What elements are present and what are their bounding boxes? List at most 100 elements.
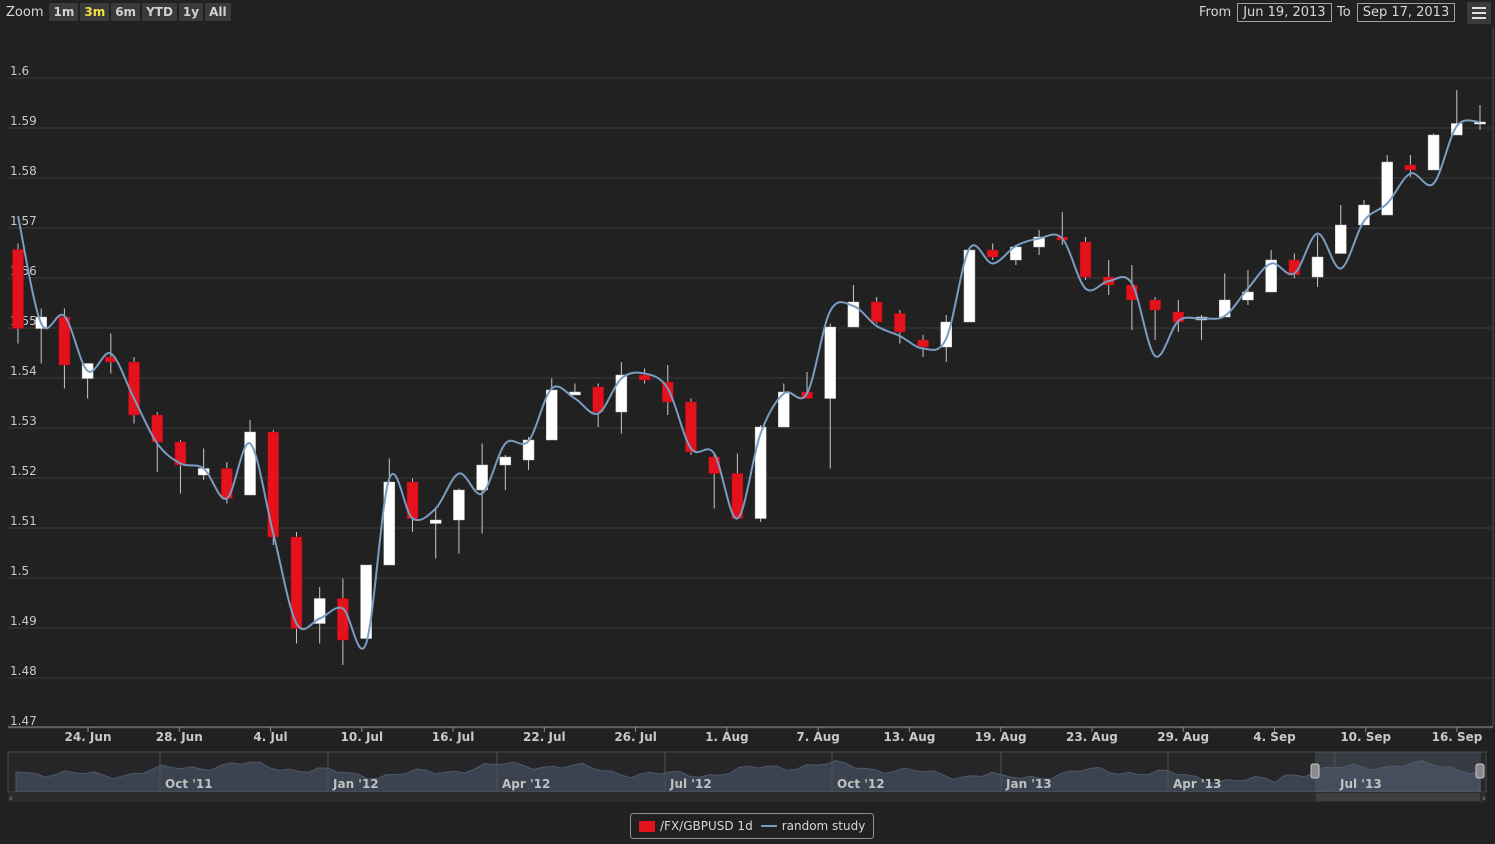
candle-body [244,431,256,496]
navigator-label: Jul '12 [669,777,712,791]
candle-body [313,598,326,624]
candle-body [545,389,558,441]
candle-body [894,313,906,333]
from-label: From [1199,4,1232,20]
scroll-left-icon: ‹ [9,794,13,804]
from-date-input[interactable]: Jun 19, 2013 [1237,2,1332,22]
candle-body [662,381,674,403]
candle-body [1311,256,1324,278]
y-tick-label: 1.57 [10,214,37,228]
legend-line [760,825,777,827]
candle-body [638,374,651,381]
zoom-all-button[interactable]: All [205,3,231,21]
navigator-label: Apr '13 [1173,777,1221,791]
from-range: From Jun 19, 2013 [1199,2,1332,22]
y-tick-label: 1.47 [10,714,37,728]
study-line [17,119,1481,650]
candle-body [847,301,860,328]
candle-body [476,464,488,491]
x-tick-label: 26. Jul [614,730,657,744]
candle-body [685,401,697,453]
hamburger-menu-icon[interactable] [1467,2,1491,24]
candle-body [986,249,999,258]
legend-label-study: random study [781,819,866,833]
candle-body [592,386,604,413]
candle-body [1265,259,1277,293]
x-tick-label: 29. Aug [1157,730,1209,744]
scrollbar-track [8,792,1486,802]
candle-body [917,339,929,348]
navigator-handle [1475,763,1485,779]
y-tick-label: 1.51 [10,514,37,528]
navigator-area [15,759,1481,793]
to-date-input[interactable]: Sep 17, 2013 [1356,2,1456,22]
legend-swatch [639,820,655,832]
candle-body [1033,236,1045,248]
zoom-1m-button[interactable]: 1m [49,3,79,21]
navigator-handle [1310,763,1320,779]
x-tick-label: 13. Aug [883,730,935,744]
scroll-right-icon: › [1482,794,1486,804]
candle-body [1079,241,1092,278]
candle-body [174,441,187,466]
legend: /FX/GBPUSD 1d random study [630,813,875,839]
zoom-3m-button[interactable]: 3m [80,3,110,21]
navigator-label: Jan '13 [1005,777,1052,791]
y-tick-label: 1.58 [10,164,37,178]
x-tick-label: 10. Sep [1340,730,1391,744]
zoom-6m-button[interactable]: 6m [111,3,141,21]
candle-body [778,391,790,428]
candle-body [12,249,24,329]
x-tick-label: 19. Aug [975,730,1027,744]
candle-body [1404,164,1417,171]
navigator-label: Jul '13 [1339,777,1382,791]
zoom-label: Zoom [6,4,44,20]
x-tick-label: 7. Aug [796,730,840,744]
candle-body [1335,224,1347,254]
y-tick-label: 1.53 [10,414,37,428]
candle-body [453,489,465,521]
candle-body [1218,299,1231,318]
grid [8,28,1494,729]
navigator-label: Apr '12 [502,777,550,791]
y-tick-label: 1.52 [10,464,37,478]
candle-body [754,426,767,519]
x-tick-label: 23. Aug [1066,730,1118,744]
x-tick-label: 16. Jul [432,730,475,744]
zoom-ytd-button[interactable]: YTD [142,3,177,21]
legend-item-gbpusd[interactable]: /FX/GBPUSD 1d [639,819,753,833]
y-tick-label: 1.59 [10,114,37,128]
candle-body [429,519,442,524]
candle-body [870,301,883,323]
candle-body [615,374,628,413]
candle-body [1451,123,1463,136]
zoom-1y-button[interactable]: 1y [178,3,204,21]
candles [12,90,1486,665]
navigator[interactable]: Oct '11 Jan '12 Apr '12 Jul '12 Oct '12 Jan '… [7,751,1487,804]
x-axis: 24. Jun 28. Jun 4. Jul 10. Jul 16. Jul 22. Ju… [65,727,1483,744]
candle-body [1427,134,1440,171]
candle-body [940,321,953,348]
candle-body [337,598,349,641]
study-series-line [17,119,1481,650]
x-tick-label: 4. Jul [253,730,287,744]
x-tick-label: 4. Sep [1253,730,1296,744]
candle-body [824,326,836,399]
legend-label-gbpusd: /FX/GBPUSD 1d [660,819,753,833]
x-tick-label: 22. Jul [523,730,566,744]
x-tick-label: 24. Jun [65,730,112,744]
navigator-label: Jan '12 [332,777,379,791]
to-range: To Sep 17, 2013 [1337,2,1456,22]
range-selector: Zoom 1m 3m 6m YTD 1y All [6,2,231,22]
y-tick-label: 1.54 [10,364,37,378]
x-tick-label: 28. Jun [156,730,203,744]
x-tick-label: 16. Sep [1432,730,1483,744]
scrollbar-thumb [1316,793,1480,801]
legend-item-study[interactable]: random study [760,819,866,833]
candle-body [1381,161,1393,216]
candle-body [290,536,303,629]
y-tick-label: 1.6 [10,64,29,78]
to-label: To [1337,4,1351,20]
candle-body [360,564,372,639]
